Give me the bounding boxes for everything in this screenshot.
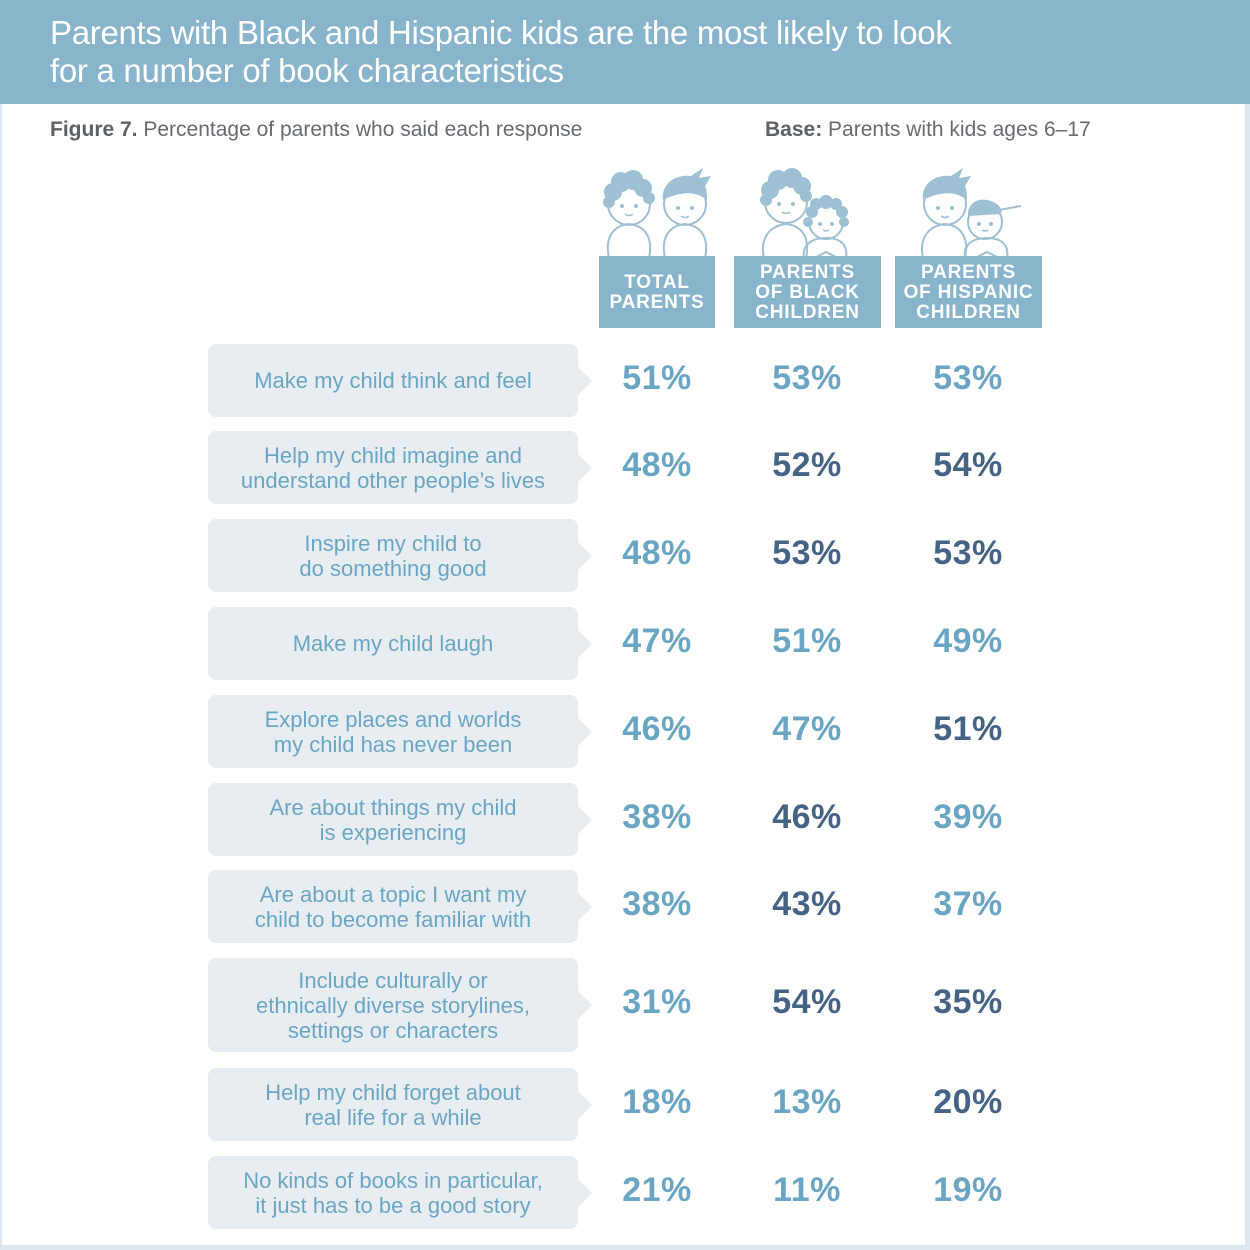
value-cell: 54% — [772, 983, 842, 1021]
title-line: for a number of book characteristics — [50, 52, 564, 89]
response-label-line: Are about things my child — [269, 794, 517, 820]
response-label: Help my child forget about real life for … — [208, 1068, 592, 1141]
column-label-hispanic: PARENTS OF HISPANIC CHILDREN — [895, 256, 1042, 328]
response-label-line: it just has to be a good story — [255, 1192, 531, 1218]
value-cell: 48% — [622, 445, 692, 484]
table-row: Help my child forget about real life for … — [0, 1068, 1250, 1141]
value-cell: 19% — [933, 1170, 1003, 1209]
column-label-line: TOTAL — [624, 272, 690, 293]
value-cell: 13% — [772, 1082, 842, 1121]
table-row: Are about a topic I want my child to beco… — [0, 870, 1250, 943]
response-label-line: Help my child forget about — [265, 1079, 521, 1105]
figure-caption: Figure 7. Percentage of parents who said… — [50, 118, 582, 142]
column-label-line: PARENTS — [921, 262, 1016, 283]
response-label-line: Explore places and worlds — [264, 706, 522, 732]
response-label-line: understand other people’s lives — [240, 467, 546, 493]
value-cell: 47% — [622, 621, 692, 660]
response-label-line: is experiencing — [319, 819, 467, 845]
value-cell: 46% — [622, 709, 692, 748]
value-cell: 51% — [622, 358, 692, 397]
response-label-line: Help my child imagine and — [263, 442, 523, 468]
response-label: Explore places and worlds my child has ne… — [208, 695, 592, 768]
response-label-line: Make my child think and feel — [254, 368, 532, 393]
header-banner: Parents with Black and Hispanic kids are… — [0, 0, 1250, 104]
column-label-line: CHILDREN — [755, 302, 860, 323]
column-label-black: PARENTS OF BLACK CHILDREN — [734, 256, 881, 328]
response-label-line: Include culturally or — [298, 967, 488, 993]
response-label-line: settings or characters — [287, 1017, 499, 1043]
value-cell: 47% — [772, 709, 842, 748]
value-cell: 43% — [772, 884, 842, 923]
response-label-line: No kinds of books in particular, — [243, 1167, 543, 1193]
value-cell: 37% — [933, 884, 1003, 923]
table-row: No kinds of books in particular, it just … — [0, 1156, 1250, 1229]
response-label-line: real life for a while — [304, 1104, 482, 1130]
response-label-line: my child has never been — [273, 731, 513, 757]
hispanic-parent-child-icon — [921, 168, 1022, 259]
response-label-line: ethnically diverse storylines, — [256, 992, 530, 1018]
column-label-total: TOTAL PARENTS — [599, 256, 715, 328]
value-cell: 49% — [933, 621, 1003, 660]
response-label: No kinds of books in particular, it just … — [208, 1156, 592, 1229]
table-row: Make my child laugh 47% 51% 49% — [0, 607, 1250, 680]
value-cell: 53% — [772, 358, 842, 397]
response-label: Are about a topic I want my child to beco… — [208, 870, 592, 943]
value-cell: 38% — [622, 884, 692, 923]
value-cell: 21% — [622, 1170, 692, 1209]
table-row: Include culturally or ethnically diverse … — [0, 958, 1250, 1052]
value-cell: 52% — [772, 445, 842, 484]
value-cell: 51% — [933, 709, 1003, 748]
value-cell: 51% — [772, 621, 842, 660]
chart-title: Parents with Black and Hispanic kids are… — [50, 14, 1200, 90]
value-cell: 38% — [622, 797, 692, 836]
value-cell: 54% — [933, 445, 1003, 484]
response-label: Include culturally or ethnically diverse … — [208, 958, 592, 1052]
value-cell: 53% — [933, 358, 1003, 397]
table-row: Inspire my child to do something good 48% 5… — [0, 519, 1250, 592]
value-cell: 11% — [773, 1170, 841, 1209]
column-header-hispanic: PARENTS OF HISPANIC CHILDREN — [895, 160, 1042, 328]
black-parent-child-icon — [760, 168, 849, 259]
value-cell: 53% — [933, 533, 1003, 572]
response-label: Inspire my child to do something good — [208, 519, 592, 592]
column-label-line: OF BLACK — [755, 282, 860, 303]
response-label-line: Inspire my child to — [304, 530, 482, 556]
column-label-line: CHILDREN — [916, 302, 1021, 323]
figure-text: Percentage of parents who said each resp… — [143, 118, 583, 141]
value-cell: 31% — [622, 983, 692, 1021]
value-cell: 35% — [933, 983, 1003, 1021]
base-caption: Base: Parents with kids ages 6–17 — [765, 118, 1091, 142]
response-label: Make my child think and feel — [208, 344, 592, 417]
response-label: Make my child laugh — [208, 607, 592, 680]
response-label-line: do something good — [299, 555, 487, 581]
column-label-line: PARENTS — [760, 262, 855, 283]
two-kids-icon — [603, 168, 711, 259]
title-line: Parents with Black and Hispanic kids are… — [50, 14, 952, 51]
table-row: Make my child think and feel 51% 53% 53% — [0, 344, 1250, 417]
table-row: Are about things my child is experiencing… — [0, 783, 1250, 856]
column-header-total: TOTAL PARENTS — [599, 160, 715, 328]
value-cell: 46% — [772, 797, 842, 836]
table-row: Help my child imagine and understand othe… — [0, 431, 1250, 504]
response-label-line: Are about a topic I want my — [259, 881, 527, 907]
table-row: Explore places and worlds my child has ne… — [0, 695, 1250, 768]
response-label-line: child to become familiar with — [254, 906, 532, 932]
column-header-black: PARENTS OF BLACK CHILDREN — [734, 160, 881, 328]
value-cell: 48% — [622, 533, 692, 572]
response-label: Help my child imagine and understand othe… — [208, 431, 592, 504]
figure-label: Figure 7. — [50, 118, 138, 141]
response-label: Are about things my child is experiencing — [208, 783, 592, 856]
response-label-line: Make my child laugh — [292, 631, 494, 656]
base-text: Parents with kids ages 6–17 — [828, 118, 1091, 141]
value-cell: 18% — [622, 1082, 692, 1121]
column-label-line: OF HISPANIC — [903, 282, 1034, 303]
base-label: Base: — [765, 118, 823, 141]
value-cell: 53% — [772, 533, 842, 572]
column-label-line: PARENTS — [609, 292, 705, 313]
value-cell: 39% — [933, 797, 1003, 836]
value-cell: 20% — [933, 1082, 1003, 1121]
